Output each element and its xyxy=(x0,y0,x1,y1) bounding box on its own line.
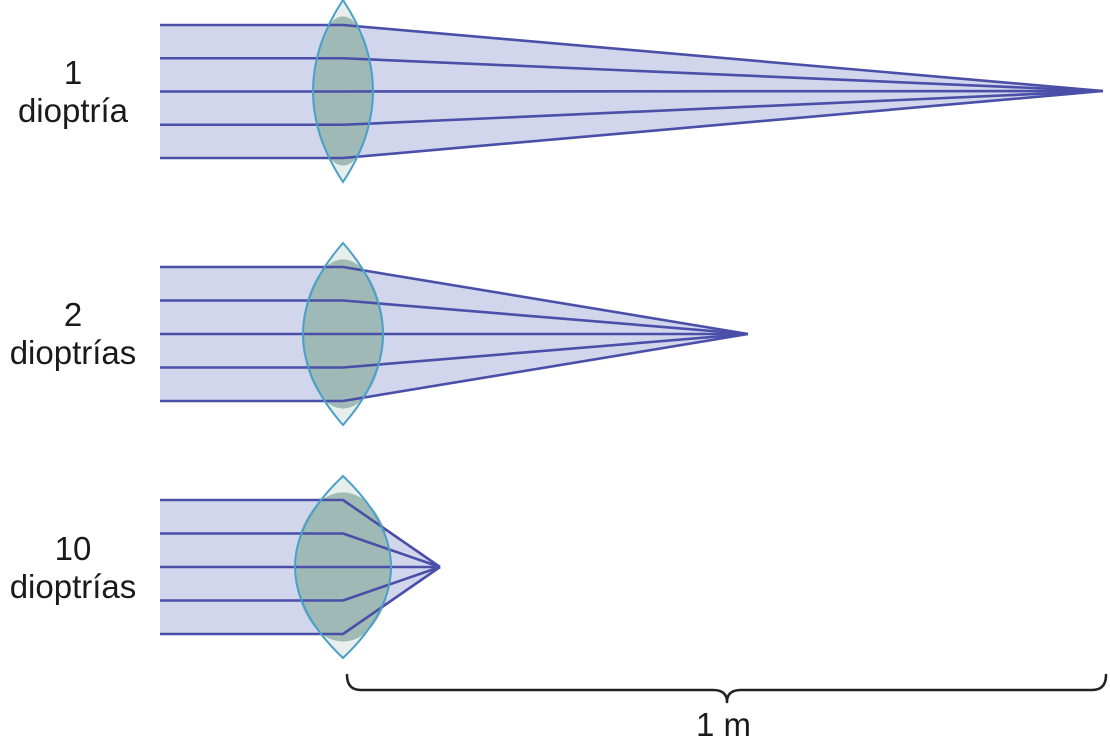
lens-label-1-diopter: 1 dioptría xyxy=(0,54,146,130)
light-ray xyxy=(160,89,1104,160)
lens-label-10-diopters: 10 dioptrías xyxy=(0,530,146,606)
lens-power-unit: dioptrías xyxy=(9,334,137,371)
lens-outline xyxy=(302,241,384,427)
light-ray xyxy=(160,498,441,569)
light-ray xyxy=(160,265,749,336)
lens-power-unit: dioptría xyxy=(17,92,129,129)
lens-system-2-diopters xyxy=(160,241,749,427)
lens-power-value: 10 xyxy=(54,530,92,567)
lens-power-value: 1 xyxy=(63,54,83,91)
one-meter-scale-bracket xyxy=(345,673,1108,704)
light-ray xyxy=(160,299,749,336)
lens-power-value: 2 xyxy=(63,296,83,333)
lens-outline xyxy=(312,0,374,184)
light-ray xyxy=(160,332,749,403)
light-ray xyxy=(160,56,1104,93)
lens-power-unit: dioptrías xyxy=(9,568,137,605)
lens-outline xyxy=(294,474,392,660)
light-ray xyxy=(160,565,441,636)
light-ray xyxy=(160,532,441,569)
light-ray xyxy=(160,89,1104,93)
lens-system-10-diopters xyxy=(160,474,441,660)
scale-label: 1 m xyxy=(696,706,752,743)
lens-label-2-diopters: 2 dioptrías xyxy=(0,296,146,372)
light-ray xyxy=(160,332,749,369)
light-ray xyxy=(160,23,1104,93)
light-ray xyxy=(160,565,441,602)
lens-system-1-diopter xyxy=(160,0,1104,184)
light-ray xyxy=(160,89,1104,127)
